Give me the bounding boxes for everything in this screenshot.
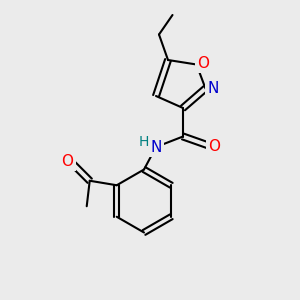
Text: O: O [197, 56, 209, 70]
Text: N: N [150, 140, 162, 154]
Text: N: N [207, 81, 219, 96]
Text: H: H [138, 136, 148, 149]
Text: O: O [61, 154, 73, 169]
Text: O: O [208, 140, 220, 154]
